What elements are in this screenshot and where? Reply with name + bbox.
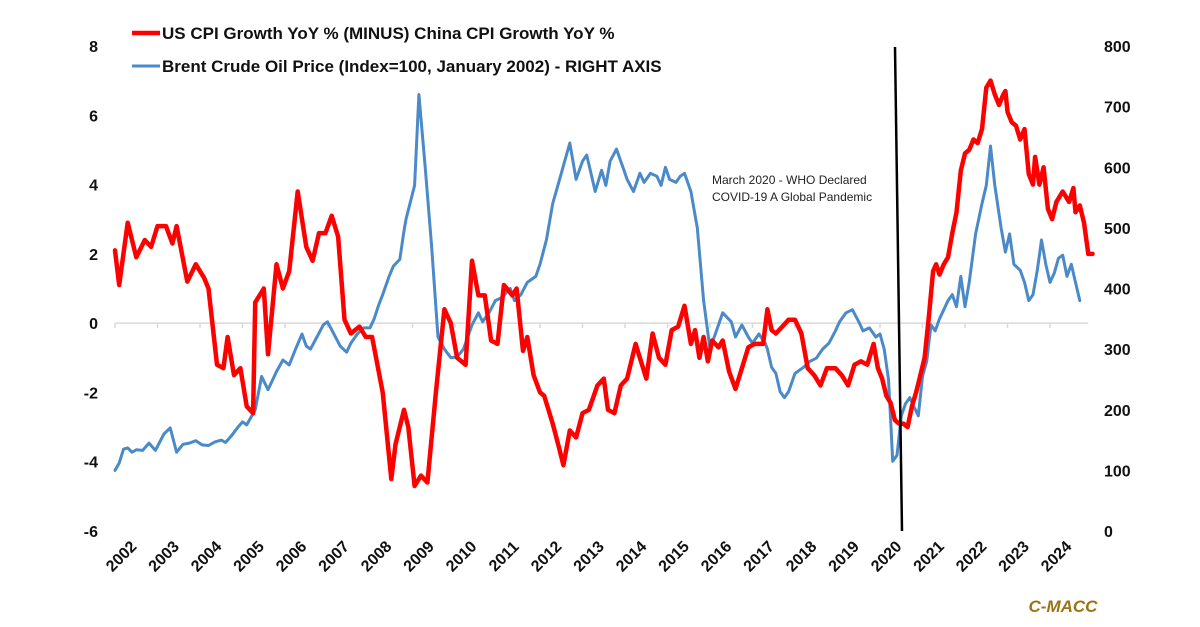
right-tick-label: 100 — [1104, 463, 1131, 480]
right-tick-label: 300 — [1104, 342, 1131, 359]
left-tick-label: -4 — [84, 455, 98, 472]
x-tick-label: 2022 — [953, 538, 990, 575]
legend-label-brent-oil: Brent Crude Oil Price (Index=100, Januar… — [162, 57, 662, 76]
x-tick-label: 2019 — [826, 538, 863, 575]
zero-axis-group — [114, 322, 1089, 329]
x-tick-label: 2023 — [996, 538, 1033, 575]
left-tick-label: -2 — [84, 385, 98, 402]
x-tick-label: 2007 — [316, 538, 353, 575]
pandemic-marker-line — [893, 46, 904, 532]
left-tick-label: 6 — [89, 108, 98, 125]
x-axis-ticks: 2002 2003 2004 2005 2006 2007 2008 2009 2010 2011… — [103, 538, 1075, 575]
left-tick-label: 2 — [89, 247, 98, 264]
x-tick-label: 2015 — [656, 538, 693, 575]
right-tick-label: 0 — [1104, 524, 1113, 541]
x-tick-label: 2005 — [231, 538, 268, 575]
x-tick-label: 2009 — [401, 538, 438, 575]
right-tick-label: 700 — [1104, 100, 1131, 117]
x-tick-label: 2017 — [741, 538, 778, 575]
x-tick-label: 2024 — [1038, 538, 1075, 575]
left-axis-ticks: 8 6 4 2 0 -2 -4 -6 — [84, 39, 98, 541]
pandemic-annotation-text: COVID-19 A Global Pandemic — [712, 190, 872, 204]
x-tick-label: 2011 — [486, 538, 523, 575]
x-tick-label: 2008 — [358, 538, 395, 575]
series-line-brent-oil — [113, 93, 1082, 472]
right-axis-ticks: 800 700 600 500 400 300 200 100 0 — [1104, 39, 1131, 541]
x-tick-label: 2002 — [103, 538, 140, 575]
series-line-us-china-cpi — [112, 78, 1095, 489]
legend: US CPI Growth YoY % (MINUS) China CPI Gr… — [132, 24, 662, 76]
right-tick-label: 500 — [1104, 221, 1131, 238]
pandemic-annotation-text: March 2020 - WHO Declared — [712, 173, 867, 187]
series-group — [112, 78, 1095, 489]
right-tick-label: 400 — [1104, 282, 1131, 299]
left-tick-label: 0 — [89, 316, 98, 333]
brand-watermark: C-MACC — [1029, 597, 1099, 616]
x-tick-label: 2010 — [443, 538, 480, 575]
x-tick-label: 2020 — [868, 538, 905, 575]
right-tick-label: 200 — [1104, 403, 1131, 420]
x-tick-label: 2004 — [188, 538, 225, 575]
left-tick-label: -6 — [84, 524, 98, 541]
x-tick-label: 2012 — [528, 538, 565, 575]
left-tick-label: 8 — [89, 39, 98, 56]
legend-label-us-china-cpi: US CPI Growth YoY % (MINUS) China CPI Gr… — [162, 24, 614, 43]
left-tick-label: 4 — [89, 178, 98, 195]
x-tick-label: 2013 — [571, 538, 608, 575]
x-tick-label: 2014 — [613, 538, 650, 575]
x-tick-label: 2018 — [783, 538, 820, 575]
annotation-group: March 2020 - WHO Declared COVID-19 A Glob… — [712, 46, 904, 532]
x-tick-label: 2021 — [911, 538, 948, 575]
right-tick-label: 800 — [1104, 39, 1131, 56]
right-tick-label: 600 — [1104, 160, 1131, 177]
x-tick-label: 2016 — [698, 538, 735, 575]
x-tick-label: 2003 — [146, 538, 183, 575]
x-tick-label: 2006 — [273, 538, 310, 575]
